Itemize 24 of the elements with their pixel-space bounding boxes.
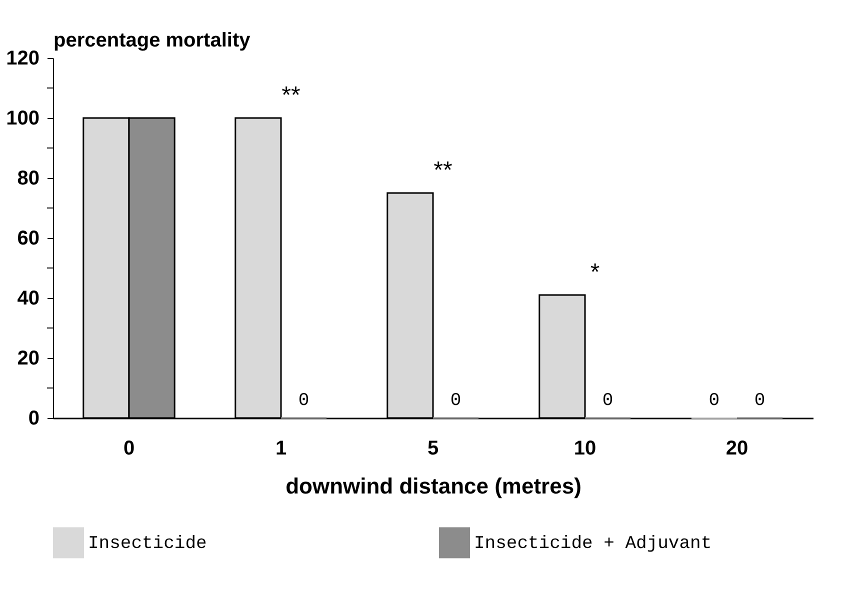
y-tick-label: 100 <box>6 108 40 130</box>
y-tick-label: 80 <box>17 168 40 190</box>
x-tick-label: 0 <box>123 438 135 460</box>
x-tick-label: 1 <box>275 438 287 460</box>
data-label: 0 <box>754 391 766 411</box>
x-tick-label: 20 <box>726 438 748 460</box>
data-label: 0 <box>602 391 614 411</box>
annotation: ** <box>434 157 452 184</box>
data-label: 0 <box>450 391 462 411</box>
data-label: 0 <box>298 391 310 411</box>
y-tick-label: 120 <box>6 48 40 70</box>
data-label: 0 <box>708 391 720 411</box>
y-tick-label: 20 <box>17 348 40 370</box>
y-tick-label: 60 <box>17 228 40 250</box>
y-axis-title: percentage mortality <box>54 30 252 52</box>
legend-label: Insecticide <box>88 534 207 554</box>
y-tick-label: 0 <box>28 408 40 430</box>
y-tick-label: 40 <box>17 288 40 310</box>
x-axis-title: downwind distance (metres) <box>286 474 582 498</box>
x-tick-label: 10 <box>574 438 596 460</box>
annotation: * <box>590 259 600 286</box>
x-tick-label: 5 <box>427 438 439 460</box>
annotation: ** <box>282 82 300 109</box>
legend-label: Insecticide + Adjuvant <box>474 534 712 554</box>
